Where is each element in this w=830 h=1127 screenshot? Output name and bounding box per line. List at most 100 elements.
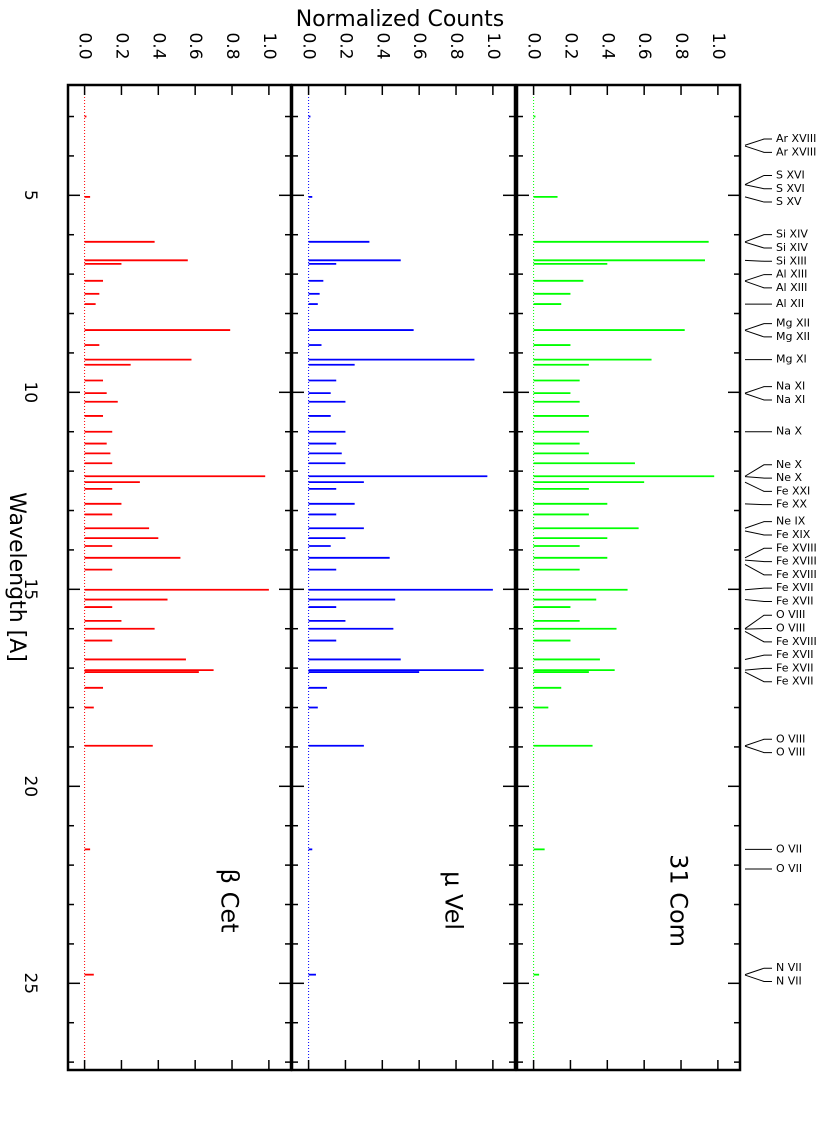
line-id-label: Mg XI [776, 353, 807, 366]
panel-frame [66, 83, 293, 1072]
y-tick-label: 1.0 [708, 32, 728, 59]
leader-line [744, 530, 772, 536]
leader-line [744, 967, 772, 976]
line-id-label: Fe XVII [776, 594, 814, 607]
leader-line [744, 738, 772, 747]
line-id-label: O VIII [776, 608, 805, 621]
leader-line [744, 654, 772, 660]
line-id-label: Si XIV [776, 228, 808, 241]
series-label: 31 Com [664, 854, 692, 947]
y-tick-label: 0.2 [560, 32, 580, 59]
leader-line [744, 393, 772, 401]
y-tick-label: 0.8 [671, 32, 691, 59]
line-id-label: Fe XVIII [776, 635, 817, 648]
x-axis-title: Wavelength [A] [4, 492, 29, 662]
line-id-label: Fe XXI [776, 484, 810, 497]
leader-line [744, 599, 772, 602]
panel-frame [290, 83, 517, 1072]
series-label: μ Vel [439, 871, 467, 930]
y-tick-label: 0.4 [372, 32, 392, 59]
leader-line [744, 464, 772, 477]
series-label: β Cet [215, 869, 243, 933]
y-tick-label: 0.4 [148, 32, 168, 59]
line-id-label: Ar XVIII [776, 132, 816, 145]
line-id-label: Ne X [776, 471, 802, 484]
line-id-label: Na XI [776, 393, 805, 406]
line-id-label: O VIII [776, 622, 805, 635]
leader-line [744, 671, 772, 683]
line-id-label: Fe XVIII [776, 541, 817, 554]
leader-line [744, 145, 772, 153]
leader-line [744, 234, 772, 243]
y-tick-label: 0.8 [446, 32, 466, 59]
x-tick-label: 5 [20, 190, 40, 201]
leader-line [744, 184, 772, 190]
line-id-label: S XVI [776, 168, 805, 181]
leader-line [744, 481, 772, 492]
x-tick-label: 25 [20, 972, 40, 994]
y-tick-label: 0.6 [409, 32, 429, 59]
y-tick-label: 1.0 [259, 32, 279, 59]
line-id-label: Mg XII [776, 317, 810, 330]
line-id-label: Ne IX [776, 515, 806, 528]
line-id-label: Fe XVII [776, 648, 814, 661]
leader-line [744, 521, 772, 529]
y-tick-label: 0.2 [335, 32, 355, 59]
line-id-label: Mg XII [776, 330, 810, 343]
line-id-label: Fe XVIII [776, 568, 817, 581]
leader-line [744, 323, 772, 331]
leader-line [744, 386, 772, 394]
y-tick-label: 0.8 [222, 32, 242, 59]
y-tick-label: 0.2 [111, 32, 131, 59]
y-tick-label: 0.6 [634, 32, 654, 59]
line-id-label: Na XI [776, 380, 805, 393]
leader-line [744, 241, 772, 249]
y-tick-label: 0.4 [597, 32, 617, 59]
leader-line [744, 745, 772, 754]
line-id-label: Si XIII [776, 254, 807, 267]
line-id-label: Fe XVII [776, 581, 814, 594]
leader-line [744, 974, 772, 982]
leader-line [744, 614, 772, 630]
leader-line [744, 628, 772, 630]
leader-line [744, 476, 772, 479]
leader-line [744, 587, 772, 591]
leader-line [744, 196, 772, 203]
leader-line [744, 547, 772, 559]
leader-line [744, 138, 772, 146]
line-id-label: Fe XX [776, 498, 808, 511]
leader-line [744, 559, 772, 563]
line-id-label: O VIII [776, 746, 805, 759]
line-id-label: Ar XVIII [776, 145, 816, 158]
leader-line [744, 631, 772, 643]
leader-line [744, 503, 772, 506]
y-tick-label: 0.0 [75, 32, 95, 59]
line-id-label: N VII [776, 961, 802, 974]
line-id-label: Al XIII [776, 281, 807, 294]
y-tick-label: 0.0 [524, 32, 544, 59]
line-id-label: Fe XIX [776, 528, 811, 541]
x-tick-label: 15 [20, 578, 40, 600]
leader-line [744, 259, 772, 262]
line-id-label: O VII [776, 842, 802, 855]
line-id-label: Na X [776, 425, 802, 438]
line-id-label: Fe XVIII [776, 555, 817, 568]
line-id-label: O VII [776, 862, 802, 875]
y-tick-label: 0.6 [185, 32, 205, 59]
line-id-label: S XVI [776, 182, 805, 195]
y-tick-label: 0.0 [299, 32, 319, 59]
leader-line [744, 174, 772, 186]
leader-line [744, 667, 772, 671]
panel-frame [515, 83, 742, 1072]
line-id-label: Al XII [776, 297, 804, 310]
leader-line [744, 329, 772, 338]
line-id-label: Si XIV [776, 241, 808, 254]
line-id-label: Al XIII [776, 268, 807, 281]
x-tick-label: 10 [20, 381, 40, 403]
leader-line [744, 280, 772, 289]
line-id-label: Fe XVII [776, 661, 814, 674]
y-tick-label: 1.0 [483, 32, 503, 59]
line-id-label: Fe XVII [776, 675, 814, 688]
line-id-label: N VII [776, 974, 802, 987]
